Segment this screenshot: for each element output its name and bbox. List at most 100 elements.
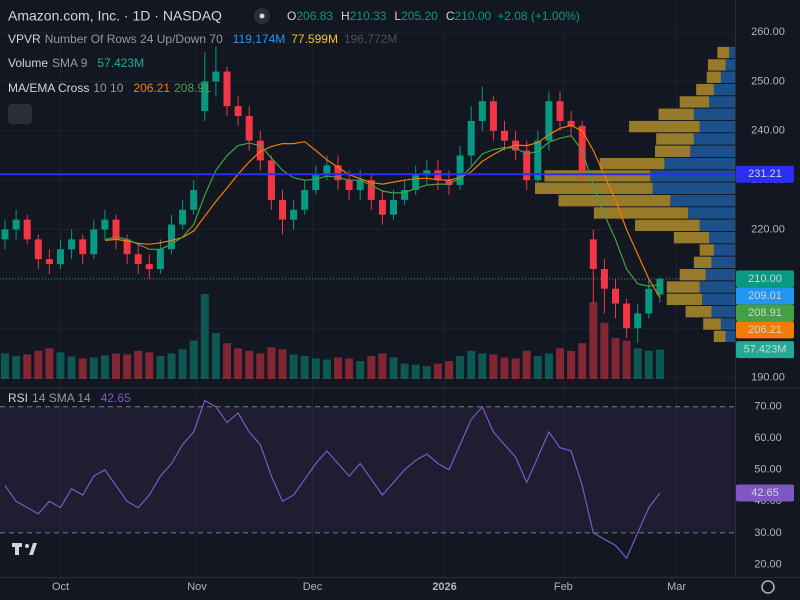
volume-bar <box>389 357 398 379</box>
candle-body <box>423 170 431 176</box>
vpvr-up <box>650 170 735 182</box>
quote-label: C <box>446 9 455 23</box>
volume-bar <box>633 348 642 379</box>
price-badge <box>736 165 794 183</box>
volume-bar <box>145 352 154 379</box>
volume-bar <box>156 355 165 379</box>
quote-label: L <box>394 9 401 23</box>
volume-bar <box>123 354 132 379</box>
candle-body <box>123 239 131 255</box>
volume-bar <box>211 332 220 379</box>
candle-body <box>523 150 531 181</box>
x-tick-label: Dec <box>303 581 323 593</box>
vpvr-up <box>720 318 735 330</box>
vpvr-up <box>713 83 735 96</box>
candle-body <box>301 190 309 210</box>
y-tick-label: 240.00 <box>751 125 785 137</box>
price-badge <box>736 484 794 502</box>
y-tick-label: 220.00 <box>751 223 785 235</box>
volume-bar <box>234 348 243 379</box>
vpvr-up <box>709 231 735 244</box>
price-badge-label: 210.00 <box>748 273 782 285</box>
quote-value: 210.00 <box>454 9 491 23</box>
vpvr-down <box>666 293 703 306</box>
volume-bar <box>622 340 631 379</box>
quote-change: +2.08 (+1.00%) <box>497 9 580 23</box>
rsi-tick-label: 30.00 <box>754 527 782 539</box>
candle-body <box>23 219 31 240</box>
candle-body <box>223 71 231 107</box>
volume-bar <box>23 354 32 379</box>
volume-bar <box>556 348 564 379</box>
candle-body <box>234 106 242 116</box>
volume-bar <box>456 355 465 379</box>
candle-body <box>101 219 109 230</box>
vpvr-total: 196.772M <box>344 32 397 46</box>
vpvr-name: VPVR <box>8 32 41 46</box>
volume-params: SMA 9 <box>52 56 88 70</box>
volume-bar <box>511 358 520 379</box>
candle-body <box>567 120 575 126</box>
vpvr-params: Number Of Rows 24 Up/Down 70 <box>45 32 223 46</box>
x-tick-label: Mar <box>667 581 686 593</box>
candle-body <box>168 224 175 250</box>
vpvr-down <box>558 194 671 207</box>
price-badge-label: 57.423M <box>744 344 787 356</box>
logo-part <box>29 543 37 555</box>
quote-value: 205.20 <box>401 9 438 23</box>
volume-bar <box>334 357 342 379</box>
candle-body <box>445 180 453 186</box>
vpvr-up <box>687 207 735 219</box>
candle-body <box>12 219 20 230</box>
candle-body <box>68 239 76 250</box>
volume-bar <box>45 348 54 379</box>
candle-body <box>179 209 187 225</box>
settings-button[interactable] <box>761 580 775 594</box>
volume-value: 57.423M <box>97 56 144 70</box>
candle-body <box>401 190 409 200</box>
vpvr-down: 77.599M <box>291 32 338 46</box>
vpvr-up <box>711 306 735 318</box>
tv-logo[interactable] <box>12 543 37 555</box>
rsi-value: 42.65 <box>101 391 131 405</box>
price-badge <box>736 341 794 359</box>
vpvr-up <box>729 46 735 59</box>
candle-body <box>356 180 364 191</box>
vpvr-up <box>713 244 735 256</box>
candle-body <box>545 101 553 141</box>
eye-icon <box>259 13 265 19</box>
candle-body <box>656 278 664 295</box>
volume-bar <box>245 350 254 379</box>
vpvr-down <box>685 306 712 318</box>
vpvr-down <box>696 83 714 96</box>
vpvr-down <box>717 46 730 59</box>
candle-body <box>334 165 342 181</box>
volume-bar <box>100 355 109 379</box>
price-badge-label: 206.21 <box>748 324 782 336</box>
volume-bar <box>478 353 487 379</box>
candle-body <box>57 249 64 265</box>
volume-bar <box>267 347 276 379</box>
cross-name: MA/EMA Cross <box>8 81 89 95</box>
ema-line <box>104 135 661 287</box>
cross-params: 10 10 <box>93 81 123 95</box>
vpvr-up <box>670 194 735 207</box>
candle-body <box>112 219 120 240</box>
legend: Amazon.com, Inc. · 1D · NASDAQ O206.83 H2… <box>0 2 600 405</box>
candle-body <box>145 264 153 270</box>
symbol-title: Amazon.com, Inc. · 1D · NASDAQ <box>8 8 222 24</box>
x-tick-label: Oct <box>52 581 69 593</box>
candle-body <box>634 313 642 329</box>
ma-value: 206.21 <box>133 81 170 95</box>
collapse-button[interactable] <box>8 104 32 124</box>
vpvr-up <box>725 59 735 71</box>
volume-bar <box>67 356 76 379</box>
vpvr-legend: VPVR Number Of Rows 24 Up/Down 70 119.174M… <box>8 32 397 46</box>
x-tick-label: 2026 <box>432 581 456 593</box>
volume-bar <box>489 354 498 379</box>
volume-bar <box>89 357 98 379</box>
rsi-name: RSI <box>8 391 28 405</box>
vpvr-up <box>720 71 735 83</box>
candle-body <box>290 209 298 220</box>
